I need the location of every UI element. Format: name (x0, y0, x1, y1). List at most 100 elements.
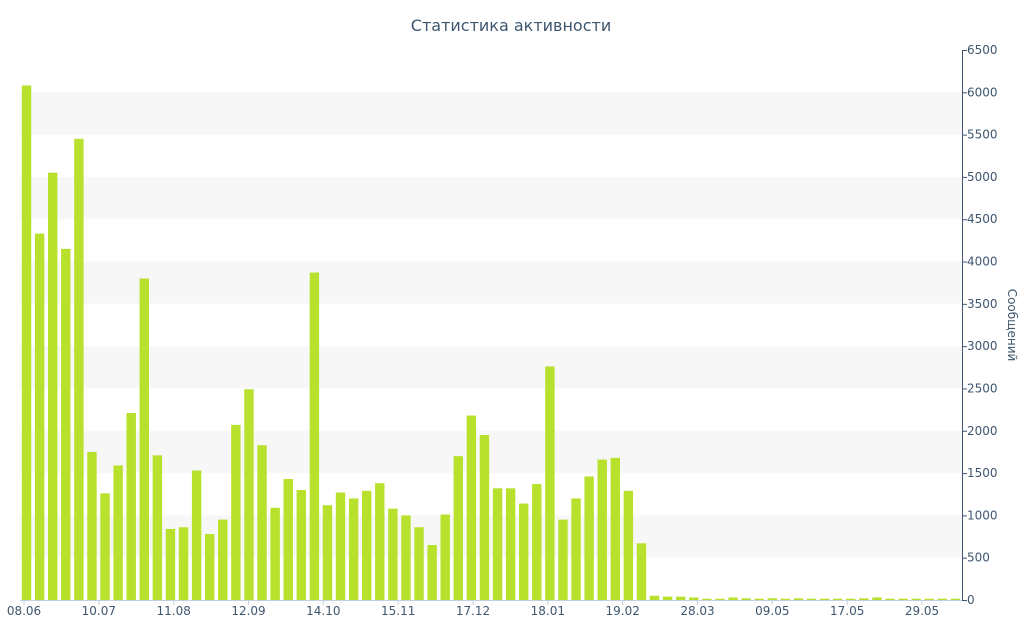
bar[interactable] (440, 514, 450, 600)
bar[interactable] (322, 505, 333, 600)
bar[interactable] (100, 493, 110, 600)
bar[interactable] (61, 248, 71, 600)
bar[interactable] (558, 519, 568, 600)
bar[interactable] (898, 598, 908, 600)
bar[interactable] (375, 483, 385, 600)
y-tick-label: 5500 (967, 128, 998, 142)
bar[interactable] (87, 451, 97, 600)
bar[interactable] (479, 435, 490, 600)
bar[interactable] (676, 596, 686, 600)
bar[interactable] (859, 598, 869, 600)
x-tick-label: 28.03 (680, 604, 714, 618)
bar[interactable] (780, 598, 791, 600)
bar[interactable] (833, 598, 843, 600)
grid-band (20, 430, 962, 474)
bar[interactable] (48, 172, 58, 600)
bar[interactable] (715, 598, 725, 600)
bar[interactable] (872, 597, 882, 600)
bar[interactable] (335, 492, 346, 600)
x-axis: 08.06 10.07 11.08 12.09 14.10 15.11 17.12 18.01… (7, 600, 962, 618)
bar[interactable] (492, 488, 503, 600)
bar[interactable] (401, 515, 411, 600)
bar[interactable] (388, 508, 398, 600)
bar[interactable] (662, 596, 673, 600)
y-tick-label: 4000 (967, 255, 998, 269)
bar[interactable] (819, 598, 830, 600)
x-tick-label: 19.02 (605, 604, 639, 618)
bar[interactable] (505, 488, 516, 600)
bar[interactable] (636, 543, 647, 600)
bar[interactable] (767, 598, 777, 600)
bar[interactable] (218, 519, 228, 600)
bar[interactable] (911, 598, 921, 600)
bar[interactable] (165, 528, 176, 600)
bar[interactable] (649, 595, 660, 600)
bar[interactable] (937, 598, 948, 600)
bar[interactable] (74, 138, 84, 600)
grid-band (20, 261, 962, 304)
bar[interactable] (950, 598, 961, 600)
grid-band (20, 92, 962, 135)
bar[interactable] (126, 413, 136, 600)
bar[interactable] (244, 389, 254, 600)
bar[interactable] (741, 598, 751, 600)
y-tick-label: 6500 (967, 43, 998, 57)
bar[interactable] (754, 598, 764, 600)
bar[interactable] (846, 598, 856, 600)
bar[interactable] (191, 470, 202, 600)
grid-band (20, 176, 962, 220)
bar[interactable] (806, 598, 817, 600)
bar[interactable] (21, 85, 32, 601)
bar[interactable] (257, 445, 267, 600)
bar[interactable] (545, 366, 555, 600)
chart-title: Статистика активности (411, 16, 611, 35)
bar[interactable] (702, 598, 712, 600)
bar[interactable] (924, 598, 934, 600)
bar[interactable] (519, 503, 529, 600)
y-axis-title: Сообщений (1005, 289, 1019, 362)
x-tick-label: 09.05 (755, 604, 789, 618)
bar[interactable] (113, 465, 123, 600)
bar[interactable] (283, 479, 293, 600)
y-axis: 0 500 1000 1500 2000 2500 3000 3500 4000 4500 5000… (962, 43, 998, 607)
bar[interactable] (728, 597, 738, 600)
bar[interactable] (296, 490, 306, 600)
y-tick-label: 0 (967, 593, 975, 607)
bar[interactable] (453, 456, 463, 600)
bar[interactable] (34, 233, 45, 600)
bar[interactable] (231, 424, 241, 600)
bar-series (21, 85, 961, 601)
bar[interactable] (623, 490, 634, 600)
y-tick-label: 5000 (967, 170, 998, 184)
bar[interactable] (584, 476, 594, 600)
x-tick-label: 12.09 (231, 604, 265, 618)
bar[interactable] (139, 278, 149, 600)
bar[interactable] (427, 545, 437, 600)
y-tick-label: 1000 (967, 508, 998, 522)
bar[interactable] (466, 415, 477, 600)
bar[interactable] (309, 272, 320, 600)
y-tick-label: 6000 (967, 85, 998, 99)
bar[interactable] (532, 484, 542, 600)
bar[interactable] (414, 527, 424, 600)
bar[interactable] (205, 534, 215, 600)
x-tick-label: 18.01 (531, 604, 565, 618)
bar[interactable] (571, 498, 581, 600)
x-tick-label: 14.10 (306, 604, 340, 618)
bar[interactable] (597, 459, 607, 600)
x-tick-label: 10.07 (82, 604, 116, 618)
bar[interactable] (610, 457, 620, 600)
bar[interactable] (348, 498, 359, 600)
bar[interactable] (362, 490, 372, 600)
y-tick-label: 4500 (967, 212, 998, 226)
grid-bands (20, 92, 962, 558)
x-tick-label: 15.11 (381, 604, 415, 618)
grid-band (20, 515, 962, 558)
bar[interactable] (178, 527, 189, 600)
bar[interactable] (152, 455, 163, 600)
bar[interactable] (689, 597, 699, 600)
bar[interactable] (885, 598, 895, 600)
bar[interactable] (270, 507, 280, 600)
bar[interactable] (793, 598, 804, 600)
